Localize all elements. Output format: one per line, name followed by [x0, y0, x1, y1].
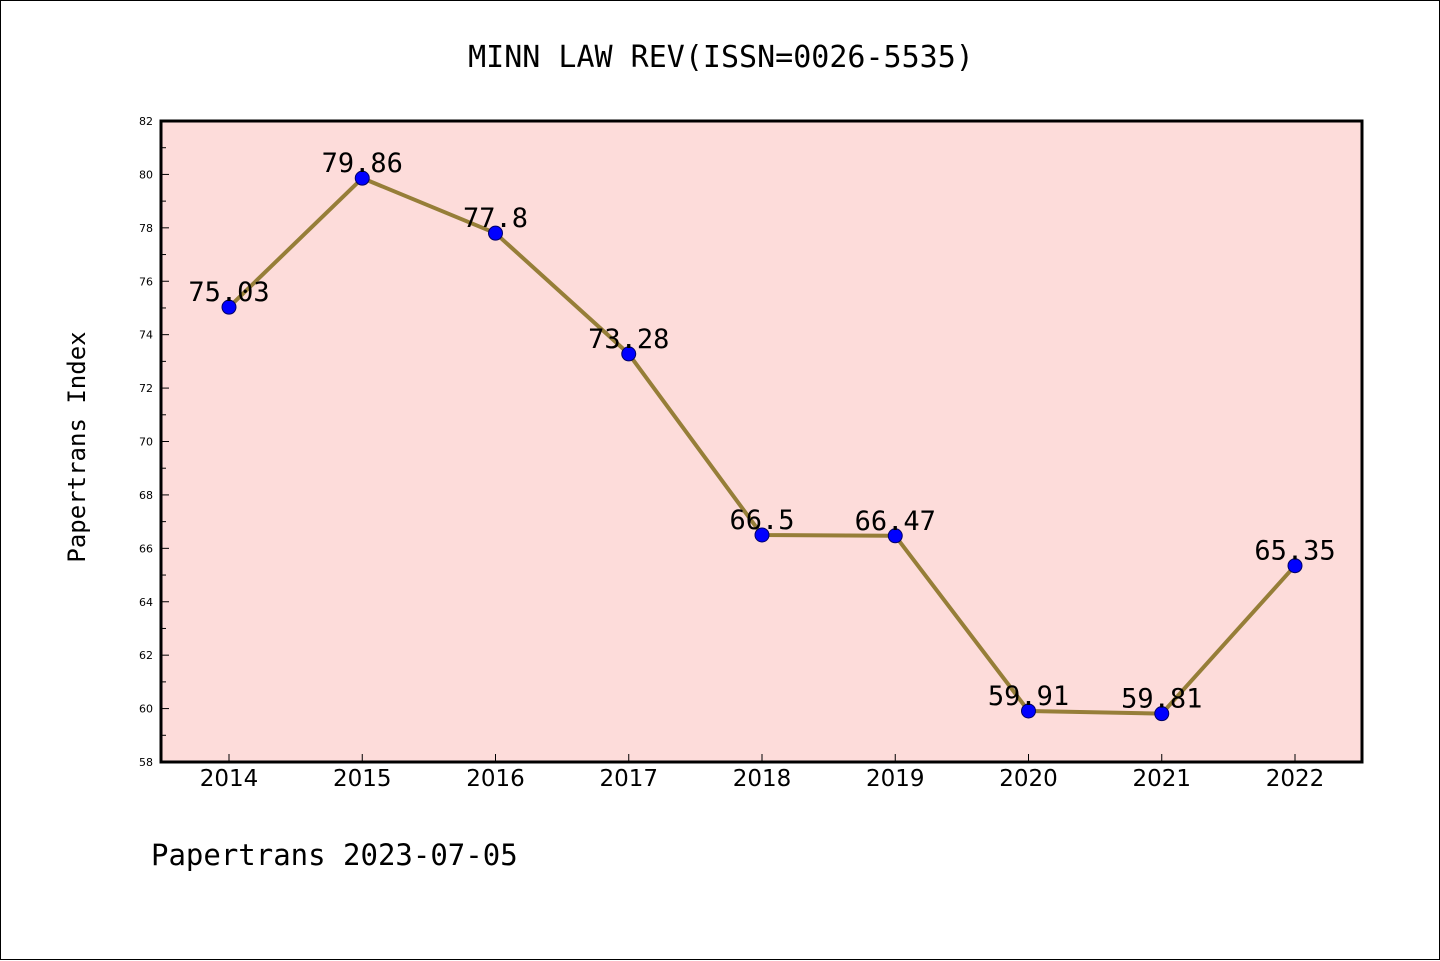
data-point	[621, 346, 637, 362]
data-point	[354, 170, 370, 186]
x-tick-label: 2022	[1266, 766, 1325, 792]
series-layer: 75.03 79.86 77.8 73.28 66.5 66.47 59.91 59.81 65…	[188, 148, 1336, 722]
x-tick-label: 2018	[733, 766, 792, 792]
data-label: 77.8	[463, 203, 528, 234]
data-label: 79.86	[322, 148, 403, 179]
x-tick-label: 2021	[1132, 766, 1191, 792]
x-tick-label: 2019	[866, 766, 925, 792]
x-tick-label: 2014	[200, 766, 259, 792]
x-tick-label: 2020	[999, 766, 1058, 792]
x-tick-label: 2015	[333, 766, 392, 792]
data-label: 66.5	[729, 505, 794, 536]
data-label: 66.47	[855, 506, 936, 537]
data-label: 59.81	[1121, 684, 1202, 715]
data-point	[221, 299, 237, 315]
data-point	[1154, 706, 1170, 722]
data-label: 73.28	[588, 324, 669, 355]
chart-title: MINN LAW REV(ISSN=0026-5535)	[468, 40, 974, 75]
y-tick-label: 82	[139, 115, 153, 128]
x-tick-label: 2017	[599, 766, 658, 792]
data-label: 75.03	[188, 277, 269, 308]
y-tick-label: 68	[139, 489, 153, 502]
y-tick-label: 62	[139, 649, 153, 662]
data-label: 65.35	[1254, 536, 1335, 567]
y-tick-label: 66	[139, 542, 153, 555]
y-axis-label: Papertrans Index	[63, 331, 91, 562]
data-label: 59.91	[988, 681, 1069, 712]
y-axis: 58 60 62 64 66 68 70 72 74 76 78 80 82	[139, 115, 169, 769]
x-tick-label: 2016	[466, 766, 525, 792]
y-tick-label: 64	[139, 596, 153, 609]
y-tick-label: 70	[139, 436, 153, 449]
data-point	[754, 527, 770, 543]
footer-note: Papertrans 2023-07-05	[151, 838, 518, 872]
data-point	[488, 225, 503, 241]
y-tick-label: 72	[139, 382, 153, 395]
data-point	[887, 528, 903, 544]
data-point	[1021, 703, 1036, 719]
y-tick-label: 80	[139, 168, 153, 181]
x-axis: 2014 2015 2016 2017 2018 2019 2020 2021 2022	[200, 754, 1325, 792]
y-tick-label: 60	[139, 703, 153, 716]
y-tick-label: 78	[139, 222, 153, 235]
plot-area	[159, 119, 1364, 764]
y-tick-label: 74	[139, 329, 153, 342]
y-tick-label: 58	[139, 756, 153, 769]
data-point	[1287, 558, 1303, 574]
y-tick-label: 76	[139, 275, 153, 288]
